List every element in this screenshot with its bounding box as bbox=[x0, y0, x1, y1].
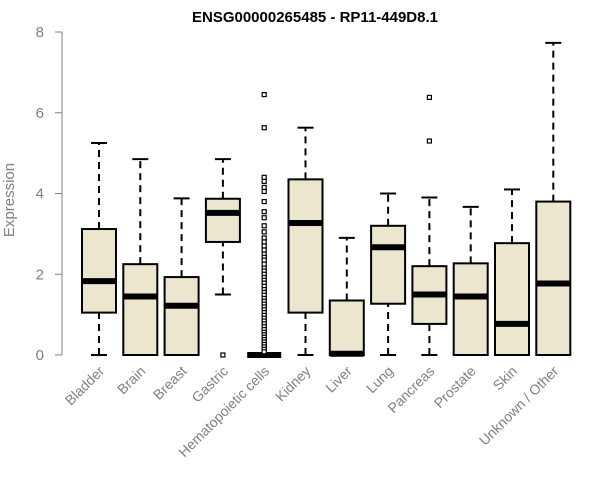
y-tick-label: 8 bbox=[36, 24, 44, 41]
outlier-point bbox=[261, 257, 267, 263]
y-tick-label: 0 bbox=[36, 347, 44, 364]
outlier-point bbox=[261, 178, 267, 184]
box-lung bbox=[370, 192, 407, 356]
y-axis: 0 2 4 6 8 bbox=[36, 24, 63, 364]
y-axis-label: Expression bbox=[1, 163, 18, 237]
outlier-point bbox=[261, 223, 267, 229]
outlier-point bbox=[426, 138, 432, 144]
x-tick-label: Brain bbox=[114, 363, 148, 397]
outlier-point bbox=[261, 247, 267, 253]
iqr-box bbox=[370, 224, 407, 305]
outlier-point bbox=[261, 91, 267, 98]
iqr-box bbox=[494, 242, 530, 357]
box-unknown-other bbox=[535, 41, 572, 356]
iqr-box bbox=[163, 276, 200, 357]
iqr-box bbox=[328, 299, 365, 356]
box-skin bbox=[494, 188, 530, 357]
box-liver bbox=[328, 236, 365, 357]
outlier-point bbox=[261, 261, 267, 267]
box-brain bbox=[122, 158, 159, 356]
boxes-group bbox=[81, 41, 572, 358]
outlier-point bbox=[261, 349, 267, 355]
x-tick-label: Lung bbox=[363, 363, 396, 396]
iqr-box bbox=[452, 262, 489, 357]
outlier-point bbox=[261, 239, 267, 245]
outlier-point bbox=[261, 188, 267, 195]
outlier-point bbox=[261, 229, 267, 235]
y-tick-label: 2 bbox=[36, 266, 44, 283]
box-prostate bbox=[452, 205, 489, 357]
x-tick-label: Breast bbox=[150, 363, 190, 403]
outlier-point bbox=[426, 94, 432, 101]
x-tick-label: Prostate bbox=[431, 363, 479, 411]
box-kidney bbox=[287, 126, 324, 356]
x-tick-label: Bladder bbox=[62, 363, 108, 409]
outlier-point bbox=[220, 352, 226, 358]
box-pancreas bbox=[411, 94, 448, 356]
iqr-box bbox=[122, 263, 159, 356]
outlier-point bbox=[261, 198, 267, 205]
iqr-box bbox=[287, 178, 324, 314]
box-gastric bbox=[204, 158, 241, 358]
outlier-point bbox=[261, 125, 267, 131]
y-tick-label: 6 bbox=[36, 105, 44, 122]
x-tick-label: Liver bbox=[322, 363, 355, 396]
iqr-box bbox=[535, 200, 572, 356]
x-tick-label: Kidney bbox=[272, 363, 314, 405]
outlier-point bbox=[261, 215, 267, 221]
chart-title: ENSG00000265485 - RP11-449D8.1 bbox=[192, 9, 438, 26]
box-hematopoietic-cells bbox=[247, 91, 282, 358]
box-bladder bbox=[81, 142, 117, 356]
outlier-point bbox=[261, 235, 267, 241]
outlier-point bbox=[261, 184, 267, 191]
outlier-point bbox=[261, 243, 267, 249]
outlier-point bbox=[261, 209, 267, 215]
outlier-point bbox=[261, 174, 267, 180]
y-tick-label: 4 bbox=[36, 186, 44, 203]
box-breast bbox=[163, 197, 200, 357]
x-tick-label: Skin bbox=[490, 363, 521, 394]
iqr-box bbox=[204, 197, 241, 243]
iqr-box bbox=[81, 228, 117, 314]
